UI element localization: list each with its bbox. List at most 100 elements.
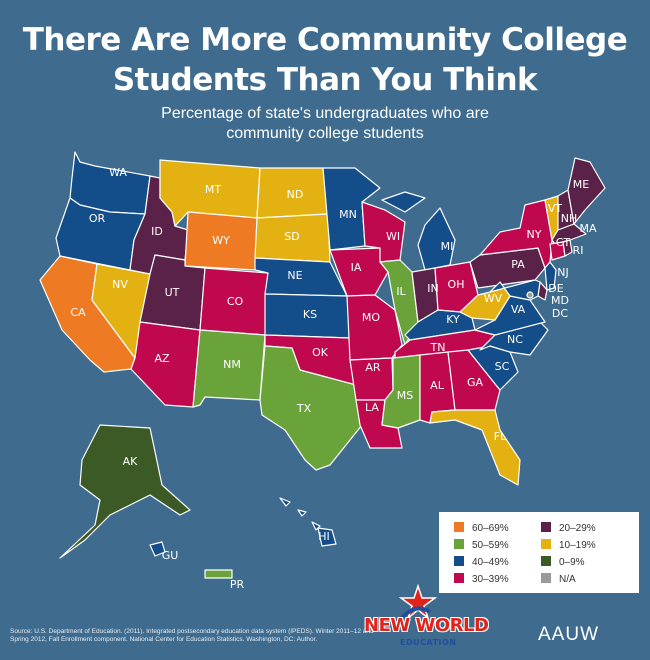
state-label-ok: OK xyxy=(312,346,329,359)
state-label-az: AZ xyxy=(154,352,170,365)
state-label-de: DE xyxy=(548,282,563,295)
state-label-gu: GU xyxy=(162,549,179,562)
title-line-2: Students Than You Think xyxy=(112,62,538,98)
legend-swatch xyxy=(541,573,551,583)
legend-label: 40–49% xyxy=(472,557,509,568)
state-label-nd: ND xyxy=(287,188,304,201)
legend-swatch xyxy=(541,522,551,532)
state-label-ga: GA xyxy=(467,376,484,389)
state-label-fl: FL xyxy=(494,430,507,443)
state-label-tx: TX xyxy=(296,402,312,415)
logo-text-new-world: NEW WORLD xyxy=(364,615,489,636)
legend-swatch xyxy=(454,522,464,532)
state-ia[interactable] xyxy=(329,247,389,297)
state-label-mn: MN xyxy=(339,208,357,221)
legend-label: 20–29% xyxy=(559,523,596,534)
state-label-nm: NM xyxy=(223,358,241,371)
star-figure-icon xyxy=(398,583,438,622)
state-label-ak: AK xyxy=(123,455,139,468)
state-label-ny: NY xyxy=(527,228,542,241)
state-wa[interactable] xyxy=(69,151,151,215)
legend-item-20-29: 20–29% xyxy=(541,522,596,535)
state-label-oh: OH xyxy=(448,278,465,291)
title-line-1: There Are More Community College xyxy=(22,22,628,58)
state-label-ca: CA xyxy=(70,306,86,319)
map-title: There Are More Community College Student… xyxy=(0,20,650,100)
state-gu[interactable] xyxy=(149,541,166,557)
state-label-id: ID xyxy=(151,225,163,238)
subtitle-line-1: Percentage of state's undergraduates who… xyxy=(161,105,489,122)
state-label-pa: PA xyxy=(511,258,525,271)
new-world-education-logo: NEW WORLD EDUCATION xyxy=(360,582,490,654)
state-fl[interactable] xyxy=(429,409,521,486)
state-label-al: AL xyxy=(430,379,445,392)
legend-label: N/A xyxy=(559,574,576,585)
state-label-wy: WY xyxy=(212,234,230,247)
aauw-logo: AAUW xyxy=(538,624,599,645)
state-label-ri: RI xyxy=(573,244,584,257)
state-ga[interactable] xyxy=(447,349,501,411)
legend-item-50-59: 50–59% xyxy=(454,539,509,552)
state-label-sc: SC xyxy=(495,360,510,373)
state-label-in: IN xyxy=(427,282,438,295)
state-label-nc: NC xyxy=(507,333,523,346)
legend-label: 50–59% xyxy=(472,540,509,551)
state-label-ne: NE xyxy=(287,269,302,282)
state-label-la: LA xyxy=(365,401,379,414)
legend-item-40-49: 40–49% xyxy=(454,556,509,569)
legend: 60–69% 50–59% 40–49% 30–39% 20–29% 10–19… xyxy=(439,512,639,593)
state-label-hi: HI xyxy=(318,530,330,543)
state-label-co: CO xyxy=(227,295,244,308)
logo-text-education: EDUCATION xyxy=(400,638,457,647)
state-pr[interactable] xyxy=(204,569,233,579)
state-label-nj: NJ xyxy=(557,266,568,279)
state-label-md: MD xyxy=(551,294,569,307)
state-label-or: OR xyxy=(89,212,106,225)
state-label-nh: NH xyxy=(561,212,578,225)
legend-swatch xyxy=(454,539,464,549)
state-ri[interactable] xyxy=(562,239,573,257)
legend-label: 10–19% xyxy=(559,540,596,551)
state-label-ms: MS xyxy=(397,389,413,402)
state-tx[interactable] xyxy=(259,345,363,471)
legend-item-10-19: 10–19% xyxy=(541,539,596,552)
legend-item-30-39: 30–39% xyxy=(454,573,509,586)
legend-label: 30–39% xyxy=(472,574,509,585)
state-ak[interactable] xyxy=(59,424,191,559)
state-dc[interactable] xyxy=(526,291,534,299)
legend-swatch xyxy=(541,556,551,566)
state-label-mt: MT xyxy=(205,183,221,196)
state-label-vt: VT xyxy=(548,202,563,215)
state-label-ma: MA xyxy=(579,222,596,235)
state-label-mo: MO xyxy=(362,311,380,324)
state-nj[interactable] xyxy=(544,261,557,291)
legend-item-na: N/A xyxy=(541,573,576,586)
state-label-va: VA xyxy=(511,303,526,316)
state-labels: WA OR CA NV ID MT WY UT AZ CO NM ND SD NE KS OK TX MN IA MO… xyxy=(70,166,597,591)
state-label-nv: NV xyxy=(112,278,128,291)
subtitle-line-2: community college students xyxy=(226,125,424,142)
state-label-wa: WA xyxy=(109,166,127,179)
state-label-ct: CT xyxy=(556,236,571,249)
legend-swatch xyxy=(541,539,551,549)
map-subtitle: Percentage of state's undergraduates who… xyxy=(0,104,650,144)
state-label-tn: TN xyxy=(430,341,446,354)
state-hi[interactable] xyxy=(279,497,337,547)
state-label-wv: WV xyxy=(484,292,503,305)
state-label-dc: DC xyxy=(552,307,568,320)
legend-swatch xyxy=(454,573,464,583)
state-label-ks: KS xyxy=(303,308,317,321)
source-note: Source: U.S. Department of Education. (2… xyxy=(10,628,374,643)
legend-item-60-69: 60–69% xyxy=(454,522,509,535)
legend-item-0-9: 0–9% xyxy=(541,556,585,569)
state-label-wi: WI xyxy=(386,230,400,243)
legend-swatch xyxy=(454,556,464,566)
state-label-sd: SD xyxy=(284,230,299,243)
state-label-ky: KY xyxy=(446,313,460,326)
state-label-ia: IA xyxy=(351,261,362,274)
legend-label: 60–69% xyxy=(472,523,509,534)
state-label-ar: AR xyxy=(365,361,381,374)
state-label-mi: MI xyxy=(441,240,454,253)
state-label-il: IL xyxy=(396,285,406,298)
